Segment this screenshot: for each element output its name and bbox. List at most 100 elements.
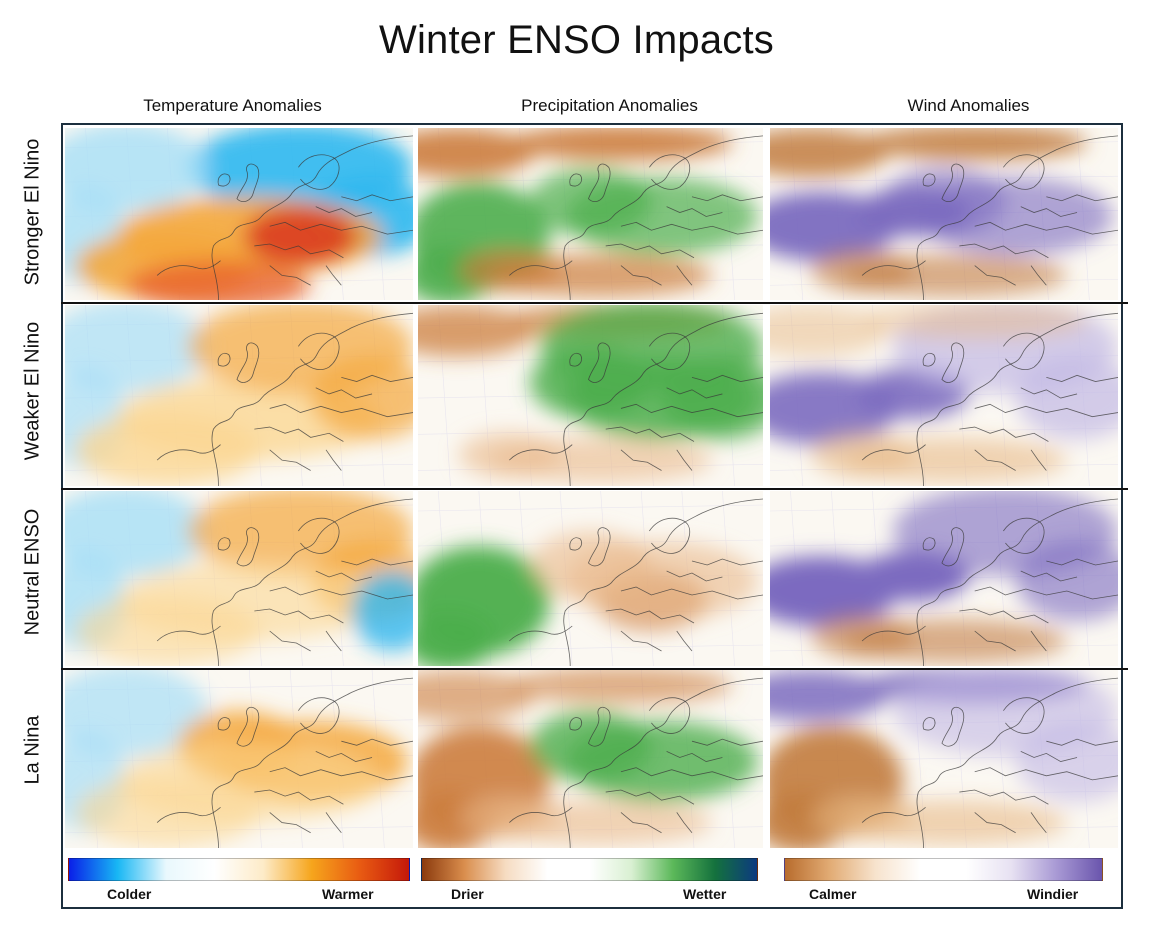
- column-header-temperature: Temperature Anomalies: [143, 96, 322, 115]
- coastlines: [509, 135, 763, 300]
- anomaly-map: [418, 305, 763, 486]
- map-panel-strong-el-nino-temperature: [65, 128, 413, 300]
- row-label-text: Weaker El Nino: [21, 321, 44, 461]
- legend-label-windier: Windier: [1027, 886, 1079, 902]
- anomaly-dry-iceland-north: [418, 128, 535, 178]
- anomaly-map: [418, 491, 763, 666]
- anomaly-field: [65, 670, 408, 848]
- anomaly-windy-light-scandinavia-northeast: [1015, 356, 1118, 440]
- anomaly-warm-light-central-south-europe: [75, 413, 260, 486]
- anomaly-map: [418, 128, 763, 300]
- coastlines: [156, 677, 413, 848]
- anomaly-windy-central-east-europe: [882, 167, 1006, 237]
- anomaly-windy-scandinavia-northeast: [1015, 541, 1118, 621]
- anomaly-warm-light-central-south-europe: [75, 776, 260, 848]
- anomaly-calm-light-iceland-north: [770, 305, 888, 357]
- map-panel-strong-el-nino-precipitation: [418, 128, 763, 300]
- coastlines: [509, 677, 763, 848]
- map-panel-neutral-precipitation: [418, 491, 763, 666]
- anomaly-warm-light-central-south-europe: [75, 596, 260, 666]
- anomaly-map: [770, 128, 1118, 300]
- row-divider: [61, 302, 1128, 304]
- anomaly-calm-mediterranean: [810, 614, 914, 658]
- anomaly-dry-iceland-north: [418, 670, 535, 721]
- row-label-text: La Nina: [21, 715, 44, 785]
- anomaly-field: [770, 670, 1118, 848]
- anomaly-field: [65, 128, 413, 300]
- anomaly-calm-mediterranean: [810, 248, 914, 293]
- coastlines: [861, 677, 1118, 848]
- anomaly-map: [65, 670, 413, 848]
- anomaly-field: [770, 128, 1113, 298]
- anomaly-hot-balkans: [244, 206, 357, 266]
- anomaly-field: [770, 305, 1118, 483]
- coastlines: [156, 498, 413, 666]
- anomaly-warm-strong-north-africa: [126, 260, 311, 300]
- legend-label-calmer: Calmer: [809, 886, 857, 902]
- anomaly-map: [65, 305, 413, 486]
- anomaly-dry-iceland-north: [418, 305, 535, 357]
- anomaly-dry-mediterranean: [458, 248, 561, 293]
- page-title: Winter ENSO Impacts: [379, 18, 774, 62]
- anomaly-map: [65, 128, 413, 300]
- anomaly-field: [418, 531, 758, 666]
- coastlines: [156, 312, 413, 486]
- legend-label-drier: Drier: [451, 886, 484, 902]
- legend-label-colder: Colder: [107, 886, 152, 902]
- column-header-precipitation: Precipitation Anomalies: [521, 96, 698, 115]
- anomaly-cold-east-mediterranean: [351, 571, 413, 651]
- anomaly-field: [418, 128, 758, 300]
- anomaly-map: [418, 670, 763, 848]
- coastlines: [861, 312, 1118, 486]
- legend-label-warmer: Warmer: [322, 886, 374, 902]
- anomaly-dry-light-mediterranean: [458, 795, 561, 840]
- anomaly-wet-scandinavia-northeast: [661, 356, 763, 440]
- temperature-colorbar: [68, 858, 410, 881]
- row-divider: [61, 668, 1128, 670]
- anomaly-field: [770, 491, 1118, 663]
- row-divider: [61, 488, 1128, 490]
- anomaly-field: [65, 491, 413, 666]
- anomaly-field: [65, 305, 413, 486]
- anomaly-field: [418, 670, 758, 848]
- anomaly-calm-iceland-north: [770, 128, 888, 178]
- anomaly-calm-light-iceland-north: [862, 305, 1088, 340]
- anomaly-dry-light-mediterranean: [458, 432, 561, 478]
- anomaly-wet-central-east-europe: [529, 167, 652, 237]
- anomaly-calm-light-mediterranean: [810, 795, 914, 840]
- map-panel-la-nina-wind: [770, 670, 1118, 848]
- anomaly-map: [65, 491, 413, 666]
- column-header-wind: Wind Anomalies: [907, 96, 1030, 115]
- anomaly-wet-atlantic-iberia: [418, 611, 495, 666]
- anomaly-calm-light-mediterranean: [810, 432, 914, 478]
- coastlines: [861, 135, 1118, 300]
- anomaly-warm-scandinavia-northeast: [310, 356, 413, 440]
- anomaly-map: [770, 305, 1118, 486]
- legend-label-wetter: Wetter: [683, 886, 727, 902]
- row-label-text: Neutral ENSO: [21, 508, 44, 636]
- anomaly-dry-iceland-north: [509, 128, 733, 161]
- coastlines: [509, 498, 763, 666]
- anomaly-dry-iceland-north: [509, 670, 733, 704]
- map-panel-neutral-temperature: [65, 491, 413, 666]
- coastlines: [509, 312, 763, 486]
- anomaly-map: [770, 670, 1118, 848]
- coastlines: [156, 135, 413, 300]
- map-panel-weak-el-nino-precipitation: [418, 305, 763, 486]
- map-panel-la-nina-precipitation: [418, 670, 763, 848]
- map-panel-la-nina-temperature: [65, 670, 413, 848]
- row-label-text: Stronger El Nino: [21, 138, 44, 286]
- anomaly-wet-central-east-europe: [529, 710, 652, 782]
- anomaly-windy-iceland-north: [770, 670, 888, 721]
- precipitation-colorbar: [421, 858, 758, 881]
- map-panel-strong-el-nino-wind: [770, 128, 1118, 300]
- map-panel-weak-el-nino-temperature: [65, 305, 413, 486]
- anomaly-map: [770, 491, 1118, 666]
- wind-colorbar: [784, 858, 1103, 881]
- map-panel-weak-el-nino-wind: [770, 305, 1118, 486]
- coastlines: [861, 498, 1118, 666]
- anomaly-dry-light-central-east-europe: [529, 531, 652, 601]
- anomaly-windy-light-scandinavia-northeast: [1015, 720, 1118, 803]
- anomaly-calm-iceland-north: [862, 128, 1088, 161]
- map-panel-neutral-wind: [770, 491, 1118, 666]
